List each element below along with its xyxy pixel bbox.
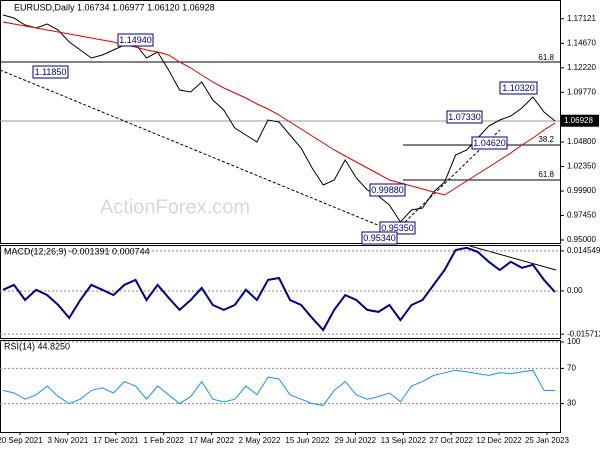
macd-frame — [0, 245, 561, 339]
x-tick-label: 27 Oct 2022 — [429, 436, 473, 445]
y-tick-label: -0.015712 — [567, 329, 600, 338]
x-tick-label: 29 Jul 2022 — [335, 436, 377, 445]
annotation-box — [471, 136, 508, 150]
chart-title: MACD(12,26,9) -0.001391 0.000744 — [4, 246, 150, 256]
y-tick-label: 100 — [567, 337, 581, 346]
annotation-box — [369, 183, 406, 197]
series-line — [2, 21, 556, 196]
annotation: 0.99880 — [371, 185, 404, 195]
fib-label: 61.8 — [538, 170, 554, 179]
y-tick-label: 1.04800 — [567, 137, 596, 146]
annotation: 0.95340 — [363, 233, 396, 243]
annotation: 1.10320 — [502, 83, 535, 93]
x-tick-label: 17 Mar 2022 — [189, 436, 234, 445]
x-tick-label: 17 Dec 2021 — [93, 436, 139, 445]
annotation-box — [499, 81, 538, 95]
y-tick-label: 1.09770 — [567, 87, 596, 96]
x-tick-label: 15 Jun 2022 — [285, 436, 330, 445]
annotation-box — [446, 110, 483, 124]
annotation-box — [117, 33, 154, 47]
annotations: 1.14940 1.11850 1.10320 1.07330 1.04620 … — [32, 33, 538, 245]
chart-title: EURUSD,Daily 1.06734 1.06977 1.06120 1.0… — [14, 2, 215, 12]
x-tick-label: 25 Jan 2023 — [525, 436, 570, 445]
series-layer — [0, 14, 560, 406]
y-tick-label: 1.17121 — [567, 14, 596, 23]
y-tick-label: 1.12220 — [567, 63, 596, 72]
y-tick-label: 30 — [567, 399, 576, 408]
fib-label: 61.8 — [538, 53, 554, 62]
macd-trend-line — [469, 245, 557, 271]
y-tick-label: 0.95000 — [567, 235, 596, 244]
annotation-box — [32, 65, 69, 79]
rsi-frame — [0, 340, 561, 433]
y-tick-label: 0.99900 — [567, 186, 596, 195]
annotation: 1.07330 — [448, 112, 481, 122]
y-tick-label: 0.97450 — [567, 211, 596, 220]
y-tick-label: 0.014549 — [567, 246, 600, 255]
annotation: 0.95350 — [381, 223, 414, 233]
annotation: 1.14940 — [119, 35, 152, 45]
watermark: ActionForex.com — [100, 196, 250, 218]
x-tick-label: 3 Nov 2021 — [47, 436, 88, 445]
y-tick-label: 1.14670 — [567, 38, 596, 47]
y-tick-label: 70 — [567, 364, 576, 373]
x-tick-label: 13 Sep 2022 — [381, 436, 427, 445]
y-tick-label: 1.02350 — [567, 162, 596, 171]
annotation-box — [361, 231, 398, 245]
annotation: 1.11850 — [35, 67, 67, 77]
fib-label: 38.2 — [538, 135, 554, 144]
series-line — [2, 369, 556, 406]
x-tick-label: 1 Feb 2022 — [143, 436, 184, 445]
trend-line — [0, 69, 386, 229]
y-tick-label: 0.00 — [567, 286, 583, 295]
annotation: 1.04620 — [473, 138, 506, 148]
chart-title: RSI(14) 44.8250 — [4, 341, 70, 351]
series-line — [2, 14, 556, 223]
price-frame — [0, 0, 561, 244]
x-tick-label: 20 Sep 2021 — [0, 436, 43, 445]
x-tick-label: 12 Dec 2022 — [476, 436, 522, 445]
current-price-box — [561, 114, 599, 127]
series-line — [2, 246, 556, 332]
x-tick-label: 2 May 2022 — [239, 436, 281, 445]
current-price-label: 1.06928 — [564, 116, 593, 125]
